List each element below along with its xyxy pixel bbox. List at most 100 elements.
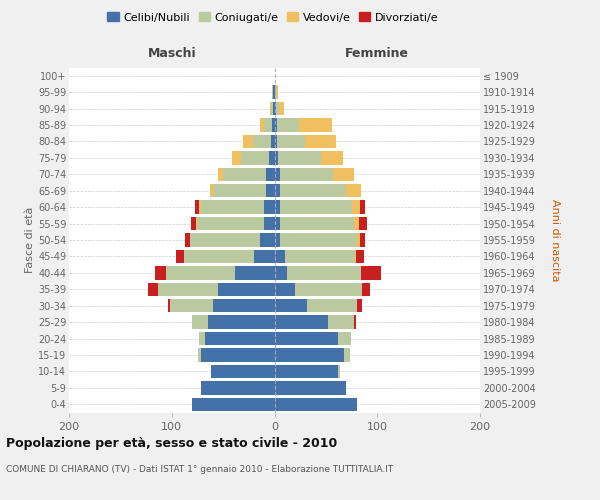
Bar	[275, 168, 280, 181]
Bar	[275, 102, 278, 116]
Bar	[275, 332, 338, 345]
Bar	[356, 299, 362, 312]
Bar	[299, 118, 332, 132]
Bar	[328, 316, 353, 329]
Bar	[280, 184, 346, 198]
Bar	[346, 184, 361, 198]
Bar	[271, 134, 275, 148]
Bar	[208, 316, 275, 329]
Bar	[242, 134, 253, 148]
Bar	[274, 102, 275, 116]
Bar	[356, 250, 364, 263]
Bar	[285, 250, 355, 263]
Bar	[200, 200, 264, 214]
Bar	[272, 86, 274, 99]
Bar	[254, 250, 275, 263]
Bar	[200, 381, 275, 394]
Bar	[167, 299, 170, 312]
Bar	[287, 266, 361, 280]
Bar	[264, 118, 272, 132]
Bar	[275, 250, 285, 263]
Bar	[148, 282, 158, 296]
Bar	[352, 200, 360, 214]
Bar	[274, 86, 275, 99]
Bar	[275, 299, 307, 312]
Bar	[275, 364, 338, 378]
Bar	[213, 184, 266, 198]
Bar	[280, 168, 333, 181]
Bar	[260, 118, 264, 132]
Bar	[218, 168, 223, 181]
Bar	[295, 282, 362, 296]
Bar	[275, 86, 278, 99]
Bar	[361, 266, 382, 280]
Text: Popolazione per età, sesso e stato civile - 2010: Popolazione per età, sesso e stato civil…	[6, 438, 337, 450]
Bar	[353, 316, 356, 329]
Legend: Celibi/Nubili, Coniugati/e, Vedovi/e, Divorziati/e: Celibi/Nubili, Coniugati/e, Vedovi/e, Di…	[103, 8, 443, 27]
Bar	[190, 234, 260, 246]
Bar	[266, 168, 275, 181]
Bar	[193, 398, 275, 411]
Bar	[266, 184, 275, 198]
Bar	[211, 364, 275, 378]
Y-axis label: Anni di nascita: Anni di nascita	[550, 198, 560, 281]
Bar	[275, 282, 295, 296]
Bar	[278, 102, 284, 116]
Bar	[355, 250, 356, 263]
Bar	[185, 234, 190, 246]
Bar	[280, 234, 356, 246]
Bar	[264, 200, 275, 214]
Bar	[166, 266, 235, 280]
Bar	[359, 217, 367, 230]
Bar	[232, 151, 241, 164]
Bar	[338, 332, 350, 345]
Bar	[305, 134, 336, 148]
Bar	[356, 234, 360, 246]
Bar	[277, 134, 305, 148]
Bar	[196, 217, 197, 230]
Bar	[192, 316, 208, 329]
Bar	[321, 151, 343, 164]
Bar	[275, 184, 280, 198]
Bar	[280, 200, 352, 214]
Bar	[307, 299, 356, 312]
Bar	[197, 217, 264, 230]
Bar	[213, 299, 275, 312]
Bar	[280, 217, 353, 230]
Bar	[199, 332, 205, 345]
Bar	[196, 200, 199, 214]
Bar	[275, 134, 277, 148]
Bar	[275, 348, 344, 362]
Bar	[275, 381, 346, 394]
Bar	[170, 299, 213, 312]
Bar	[344, 348, 350, 362]
Bar	[275, 398, 356, 411]
Bar	[191, 217, 196, 230]
Bar	[199, 200, 200, 214]
Bar	[275, 316, 328, 329]
Bar	[275, 234, 280, 246]
Bar	[275, 217, 280, 230]
Bar	[158, 282, 218, 296]
Bar	[210, 184, 213, 198]
Bar	[235, 266, 275, 280]
Bar	[275, 151, 278, 164]
Bar	[333, 168, 353, 181]
Bar	[362, 282, 370, 296]
Bar	[275, 266, 287, 280]
Bar	[272, 118, 275, 132]
Bar	[275, 200, 280, 214]
Bar	[253, 134, 271, 148]
Bar	[353, 217, 359, 230]
Bar	[338, 364, 340, 378]
Text: Femmine: Femmine	[344, 47, 409, 60]
Bar	[275, 118, 277, 132]
Bar	[176, 250, 184, 263]
Bar	[241, 151, 269, 164]
Bar	[264, 217, 275, 230]
Bar	[218, 282, 275, 296]
Bar	[360, 234, 365, 246]
Bar	[269, 151, 275, 164]
Bar	[260, 234, 275, 246]
Bar	[205, 332, 275, 345]
